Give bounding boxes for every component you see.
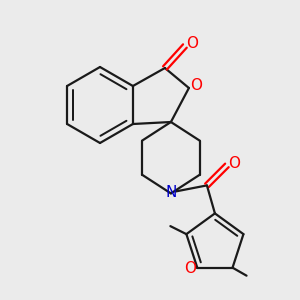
Text: N: N: [165, 185, 177, 200]
Text: O: O: [186, 35, 198, 50]
Text: O: O: [190, 79, 202, 94]
Text: O: O: [184, 261, 196, 276]
Text: O: O: [228, 156, 240, 171]
